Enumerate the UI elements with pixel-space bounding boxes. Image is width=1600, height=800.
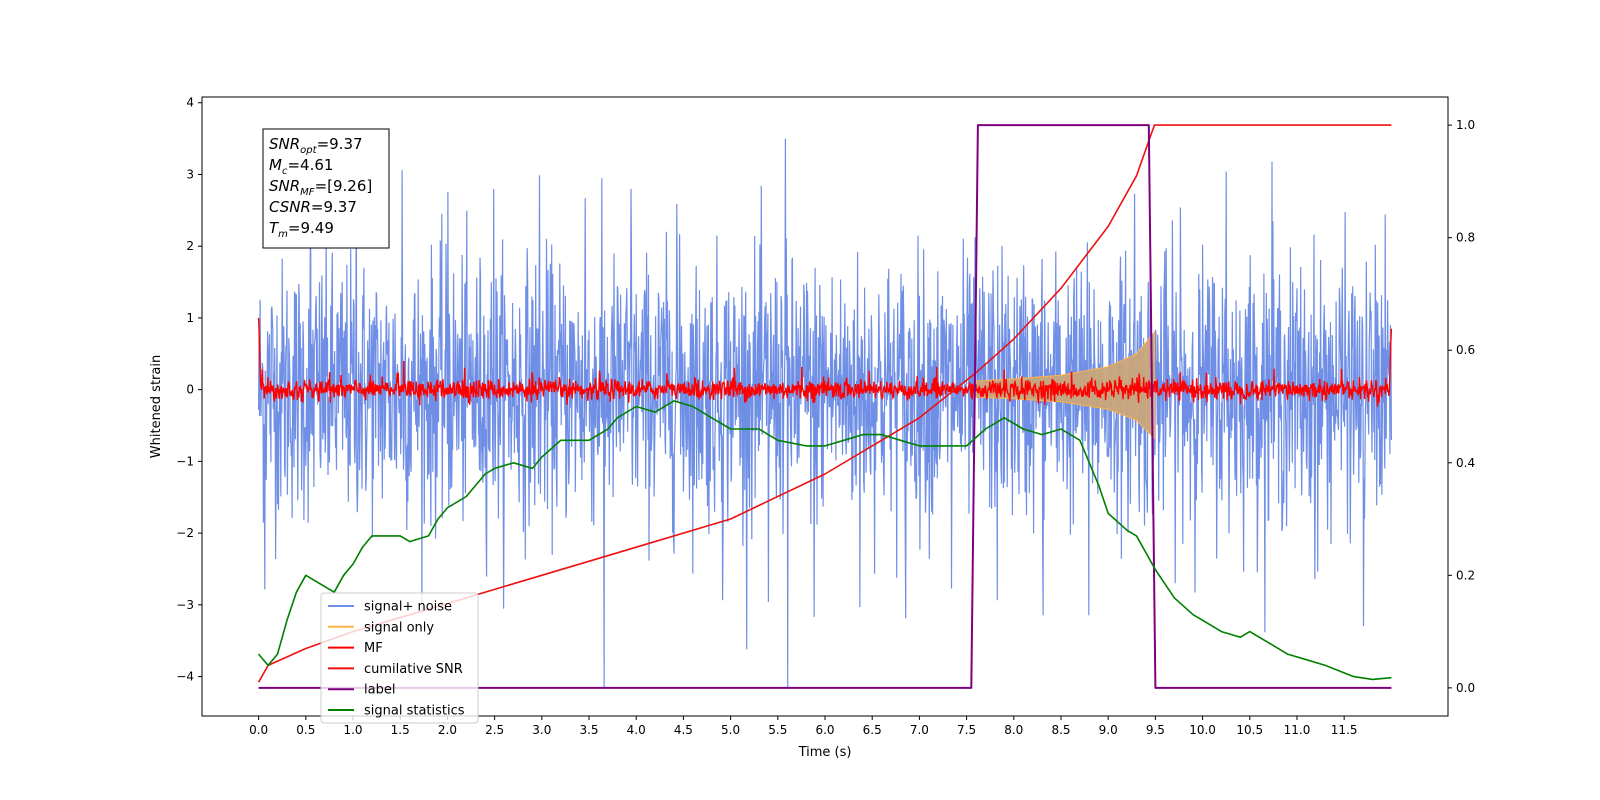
legend-entry: label	[364, 683, 395, 698]
x-tick-label: 4.5	[674, 723, 693, 737]
x-tick-label: 4.0	[627, 723, 646, 737]
y2-tick-label: 0.4	[1456, 456, 1475, 470]
y2-tick-label: 0.6	[1456, 343, 1475, 357]
y2-tick-label: 0.0	[1456, 681, 1475, 695]
x-tick-label: 3.0	[532, 723, 551, 737]
axes: 0.0 0.5 1.0 1.5 2.0 2.5 3.0 3.5 4.0 4.5 5.0 5.5 6.0 6…	[176, 96, 1475, 737]
annotation-line: SNRMF=[9.26]	[269, 177, 372, 198]
y-tick-label: −1	[176, 454, 194, 468]
y-tick-label: 2	[186, 239, 194, 253]
legend-entry: MF	[364, 641, 383, 656]
x-tick-label: 2.0	[438, 723, 457, 737]
annotation-line: CSNR=9.37	[269, 198, 357, 216]
y-tick-label: 4	[186, 96, 194, 110]
y-tick-label: 0	[186, 383, 194, 397]
series-label	[258, 124, 1392, 689]
x-tick-label: 7.5	[957, 723, 976, 737]
annotation-line: Tm=9.49	[269, 219, 334, 240]
x-tick-label: 2.5	[485, 723, 504, 737]
legend-entry: signal statistics	[364, 704, 465, 719]
x-tick-label: 5.0	[721, 723, 740, 737]
x-tick-label: 10.0	[1189, 723, 1216, 737]
x-tick-label: 6.0	[815, 723, 834, 737]
x-axis-label: Time (s)	[798, 745, 852, 760]
series-signal-noise	[258, 138, 1392, 688]
x-tick-label: 11.0	[1284, 723, 1311, 737]
y2-tick-label: 1.0	[1456, 118, 1475, 132]
legend: signal+ noise signal only MF cumilative SNR…	[320, 592, 479, 724]
y2-tick-label: 0.8	[1456, 231, 1475, 245]
x-tick-label: 9.5	[1146, 723, 1165, 737]
x-tick-label: 5.5	[768, 723, 787, 737]
legend-frame	[320, 592, 479, 724]
y2-tick-label: 0.2	[1456, 568, 1475, 582]
legend-entry: signal only	[364, 620, 434, 635]
y-tick-label: −4	[176, 670, 194, 684]
x-tick-label: 1.5	[391, 723, 410, 737]
y-tick-label: −3	[176, 598, 194, 612]
x-tick-label: 0.5	[296, 723, 315, 737]
series-mf	[257, 317, 1393, 407]
x-tick-label: 8.5	[1051, 723, 1070, 737]
x-tick-label: 11.5	[1331, 723, 1358, 737]
legend-entry: signal+ noise	[364, 600, 452, 615]
x-tick-label: 10.5	[1236, 723, 1263, 737]
y-tick-label: −2	[176, 526, 194, 540]
annotation-line: SNRopt=9.37	[269, 135, 363, 156]
x-tick-label: 1.0	[343, 723, 362, 737]
x-tick-label: 7.0	[910, 723, 929, 737]
legend-entry: cumilative SNR	[364, 662, 463, 677]
x-tick-label: 3.5	[579, 723, 598, 737]
y-tick-label: 3	[186, 167, 194, 181]
annotation-line: Mc=4.61	[269, 156, 333, 177]
series-signal-statistics	[257, 400, 1392, 681]
x-tick-label: 9.0	[1099, 723, 1118, 737]
x-tick-label: 8.0	[1004, 723, 1023, 737]
x-tick-label: 6.5	[863, 723, 882, 737]
y-axis-label: Whitened strain	[149, 355, 164, 458]
y-tick-label: 1	[186, 311, 194, 325]
annotation-frame	[262, 128, 390, 249]
x-tick-label: 0.0	[249, 723, 268, 737]
